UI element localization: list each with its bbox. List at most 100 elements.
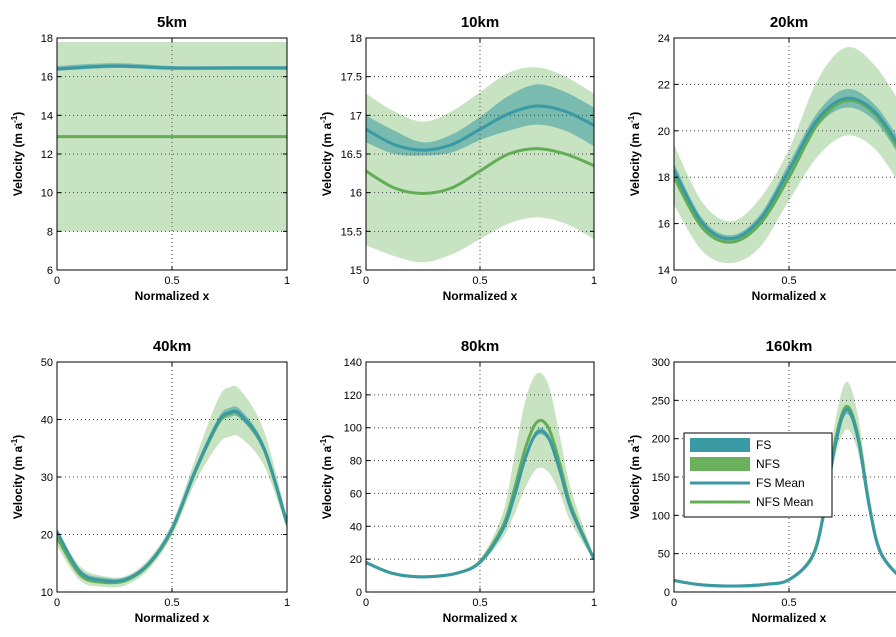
y-tick-label: 40 (41, 415, 53, 427)
y-tick-label: 200 (652, 434, 670, 446)
fs-mean-line (366, 104, 594, 152)
plot-content (57, 362, 287, 592)
x-tick-label: 0 (54, 275, 60, 287)
x-axis-label: Normalized x (443, 611, 518, 625)
y-tick-label: 80 (350, 456, 362, 468)
y-tick-label: 17.5 (341, 72, 362, 84)
nfs-mean-line (366, 147, 594, 195)
plot-content (366, 362, 594, 592)
chart-title: 80km (461, 338, 499, 355)
x-tick-label: 0.5 (472, 597, 487, 609)
chart-title: 40km (153, 338, 191, 355)
y-tick-label: 0 (356, 587, 362, 599)
y-tick-label: 50 (41, 357, 53, 369)
plot-content (674, 362, 896, 592)
fs-band (674, 89, 896, 243)
plot-content (57, 38, 287, 270)
legend-label: FS Mean (756, 476, 805, 490)
y-tick-label: 18 (350, 33, 362, 45)
chart-panel-10km: 15 15.5 16 16.5 17 17.5 18 0 0.5 1 10km Normalized … (319, 14, 597, 303)
x-axis-label: Normalized x (135, 611, 210, 625)
y-tick-label: 100 (344, 423, 362, 435)
x-tick-label: 1 (591, 597, 597, 609)
fs-mean-line (674, 96, 896, 241)
fs-mean-line (674, 408, 896, 588)
x-axis-label: Normalized x (752, 611, 827, 625)
y-tick-label: 17 (350, 110, 362, 122)
fs-mean-line (57, 64, 287, 71)
y-tick-label: 16.5 (341, 149, 362, 161)
fs-band (366, 84, 594, 156)
x-tick-label: 0.5 (164, 597, 179, 609)
y-axis-label: Velocity (m a-1) (319, 435, 334, 520)
y-tick-label: 16 (41, 72, 53, 84)
y-tick-label: 18 (41, 33, 53, 45)
nfs-band (57, 385, 287, 588)
chart-title: 5km (157, 14, 187, 31)
y-axis-label: Velocity (m a-1) (627, 435, 642, 520)
y-tick-label: 24 (658, 33, 670, 45)
y-tick-label: 30 (41, 472, 53, 484)
x-tick-label: 0 (363, 275, 369, 287)
y-tick-label: 15 (350, 265, 362, 277)
y-axis-label: Velocity (m a-1) (627, 112, 642, 197)
y-tick-label: 16 (658, 219, 670, 231)
y-tick-label: 6 (47, 265, 53, 277)
plot-content (366, 38, 594, 270)
y-tick-label: 20 (350, 554, 362, 566)
y-axis-label: Velocity (m a-1) (10, 112, 25, 197)
chart-panel-80km: 0 20 40 60 80 100 120 140 0 0.5 1 80km Normalized x V… (319, 338, 597, 625)
y-tick-label: 20 (658, 126, 670, 138)
y-tick-label: 10 (41, 587, 53, 599)
y-axis-label: Velocity (m a-1) (10, 435, 25, 520)
chart-panel-40km: 10 20 30 40 50 0 0.5 1 40km Normalized x Velocity … (10, 338, 290, 625)
legend-label: FS (756, 438, 771, 452)
y-tick-label: 12 (41, 149, 53, 161)
x-tick-label: 0 (54, 597, 60, 609)
y-tick-label: 250 (652, 395, 670, 407)
x-tick-label: 1 (591, 275, 597, 287)
x-tick-label: 0.5 (781, 275, 796, 287)
x-axis-label: Normalized x (443, 289, 518, 303)
fs-mean-line (57, 409, 287, 583)
x-axis-label: Normalized x (752, 289, 827, 303)
y-axis-label: Velocity (m a-1) (319, 112, 334, 197)
y-tick-label: 150 (652, 472, 670, 484)
y-tick-label: 14 (658, 265, 670, 277)
chart-title: 20km (770, 14, 808, 31)
x-tick-label: 0.5 (472, 275, 487, 287)
y-tick-label: 8 (47, 226, 53, 238)
y-tick-label: 14 (41, 110, 53, 122)
y-tick-label: 50 (658, 549, 670, 561)
plot-content (674, 38, 896, 270)
y-tick-label: 100 (652, 510, 670, 522)
y-tick-label: 300 (652, 357, 670, 369)
legend: FS NFS FS Mean NFS Mean (683, 432, 833, 518)
y-tick-label: 18 (658, 172, 670, 184)
legend-swatch (690, 457, 750, 471)
legend-label: NFS (756, 457, 780, 471)
y-tick-label: 0 (664, 587, 670, 599)
plot-area (57, 362, 287, 592)
legend-label: NFS Mean (756, 495, 813, 509)
chart-title: 10km (461, 14, 499, 31)
legend-swatch (690, 438, 750, 452)
y-tick-label: 20 (41, 530, 53, 542)
x-axis-label: Normalized x (135, 289, 210, 303)
fs-mean-line (366, 429, 594, 579)
y-tick-label: 140 (344, 357, 362, 369)
chart-title: 160km (766, 338, 813, 355)
x-tick-label: 0.5 (164, 275, 179, 287)
y-tick-label: 60 (350, 488, 362, 500)
y-tick-label: 10 (41, 188, 53, 200)
x-tick-label: 0 (671, 275, 677, 287)
nfs-band (674, 381, 896, 587)
y-tick-label: 120 (344, 390, 362, 402)
chart-panel-5km: 6 8 10 12 14 16 18 0 0.5 1 5km Normalized x Velocity… (10, 14, 290, 303)
x-tick-label: 0 (671, 597, 677, 609)
x-tick-label: 0.5 (781, 597, 796, 609)
y-tick-label: 16 (350, 188, 362, 200)
